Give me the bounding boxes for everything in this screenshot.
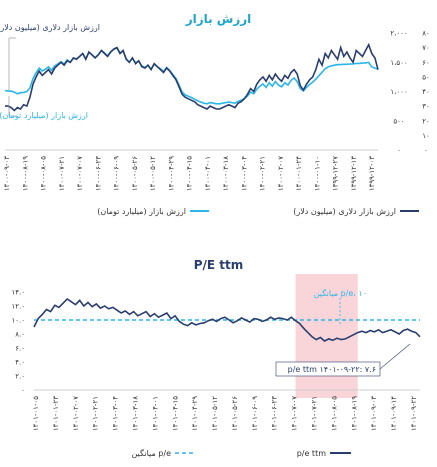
x-tick-label: ۱۴۰۱-۰۱-۰۵ (32, 396, 40, 431)
x-tick-label: ۱۴۰۱-۰۶-۲۳ (271, 396, 279, 431)
market-value-chart: ارزش بازار ۸۰ ۷۰ ۶۰ ۵۰ ۴۰ ۳۰ ۲۰ ۱۰ ۰ ۲،۰۰۰ ۱،۵۰۰ ۱،… (0, 12, 430, 216)
market-value-plot: ۸۰ ۷۰ ۶۰ ۵۰ ۴۰ ۳۰ ۲۰ ۱۰ ۰ ۲،۰۰۰ ۱،۵۰۰ ۱،۰۰۰ ۵۰۰ ۰ ۱۴۰۰… (0, 23, 430, 216)
x-tick-label: ۱۴۰۱-۰۸-۰۵ (330, 396, 338, 431)
x-tick-label: ۱۴۰۰-۰۵-۱۲ (149, 156, 157, 191)
x-tick-label: ۱۴۰۰-۰۱-۲۴ (295, 156, 303, 191)
y-tick-label: ۰ (21, 387, 25, 395)
series-line-toman (4, 46, 379, 105)
y-tick-label: ۱۴.۰ (11, 289, 25, 297)
x-tick-label: ۱۴۰۱-۰۲-۲۱ (92, 396, 100, 431)
x-tick-label: ۱۴۰۱-۰۳-۱۸ (131, 396, 139, 431)
x-tick-label: ۱۴۰۱-۰۹-۲۲ (410, 396, 418, 431)
annotation-dollar: ارزش بازار دلاری (میلیون دلار): ۳۶ (0, 23, 100, 32)
x-tick-label: ۱۴۰۱-۰۳-۰۴ (112, 396, 120, 431)
x-tick-label: ۱۴۰۰-۰۵-۲۶ (131, 156, 139, 191)
series-line-dollar (5, 42, 379, 112)
x-tick-label: ۱۴۰۰-۰۴-۰۱ (204, 156, 212, 191)
x-tick-label: ۱۴۰۰-۰۲-۰۷ (277, 156, 285, 191)
x-tick-label: ۱۴۰۱-۰۹-۰۳ (370, 396, 378, 431)
x-tick-label: ۱۴۰۰-۰۴-۱۵ (186, 156, 194, 191)
y-tick-label: ۲.۰ (15, 373, 25, 381)
x-tick-label: ۱۴۰۱-۰۸-۱۹ (350, 396, 358, 431)
x-tick-label: ۱۴۰۱-۰۹-۱۴ (390, 396, 398, 431)
x-tick-label: ۱۴۰۰-۰۹-۰۳ (3, 156, 11, 191)
y-tick-label: ۸.۰ (15, 331, 25, 339)
y-right-tick-label: ۰ (397, 147, 401, 155)
x-tick-label: ۱۴۰۱-۰۷-۲۱ (311, 396, 319, 431)
y-left-tick-label: ۸۰ (422, 30, 430, 38)
y-right-tick-label: ۵۰۰ (393, 117, 404, 125)
legend-label-pe: p/e ttm (297, 449, 327, 458)
y-left-tick-label: ۱۰ (422, 132, 430, 140)
y-left-tick-label: ۳۰ (422, 103, 430, 111)
x-tick-label: ۱۴۰۰-۰۳-۱۸ (222, 156, 230, 191)
x-tick-label: ۱۴۰۱-۰۶-۰۹ (251, 396, 259, 431)
legend-label-average: میانگین p/e (131, 448, 171, 458)
y-left-tick-label: ۷۰ (422, 44, 430, 52)
chart-title: ارزش بازار (185, 12, 252, 26)
annotation-last-pe: p/e ttm ۱۴۰۱-۰۹-۲۲: ۷.۶ (288, 365, 376, 374)
x-tick-label: ۱۴۰۱-۰۷-۰۷ (291, 396, 299, 431)
y-right-tick-label: ۱،۰۰۰ (390, 88, 407, 96)
y-tick-label: ۱۰.۰ (11, 317, 25, 325)
x-tick-label: ۱۴۰۰-۰۲-۲۱ (259, 156, 267, 191)
x-tick-label: ۱۴۰۱-۰۵-۱۲ (211, 396, 219, 431)
y-tick-label: ۱۲.۰ (11, 303, 25, 311)
legend-label-dollar: ارزش بازار دلاری (میلیون دلار) (293, 207, 396, 216)
x-tick-label: ۱۴۰۱-۰۱-۲۳ (52, 396, 60, 431)
y-left-tick-label: ۴۰ (422, 88, 430, 96)
y-left-tick-label: ۵۰ (422, 73, 430, 81)
y-left-tick-label: ۰ (424, 147, 428, 155)
x-tick-label: ۱۴۰۰-۰۷-۲۱ (58, 156, 66, 191)
y-tick-label: ۴.۰ (15, 359, 25, 367)
x-tick-label: ۱۴۰۰-۰۱-۱۰ (313, 156, 321, 191)
x-tick-label: ۱۴۰۱-۰۴-۰۱ (151, 396, 159, 431)
x-tick-label: ۱۴۰۱-۰۴-۱۵ (171, 396, 179, 431)
x-tick-label: ۱۴۰۱-۰۴-۲۹ (191, 396, 199, 431)
x-tick-label: ۱۳۹۹-۱۲-۰۳ (368, 156, 376, 191)
pe-ttm-line (33, 297, 421, 342)
y-left-tick-label: ۶۰ (422, 59, 430, 67)
legend-label-toman: ارزش بازار (میلیارد تومان) (97, 207, 186, 216)
annotation-average: میانگین p/e، ۱۰ (314, 288, 367, 298)
x-tick-label: ۱۴۰۰-۰۶-۰۹ (113, 156, 121, 191)
pe-ttm-chart: P/E ttm ۱۴.۰ ۱۲.۰ ۱۰.۰ ۸.۰ ۶.۰ ۴.۰ ۲.۰ ۰ ۱۴۰۱-۰۱… (0, 248, 437, 467)
x-tick-label: ۱۴۰۰-۰۳-۰۴ (240, 156, 248, 191)
annotation-toman: ارزش بازار (میلیارد تومان): ۱،۰۴۶ (0, 111, 88, 120)
y-right-tick-label: ۲،۰۰۰ (390, 30, 407, 38)
annotation-leader-last (379, 343, 411, 370)
x-tick-label: ۱۳۹۹-۱۲-۲۷ (332, 156, 340, 191)
x-tick-label: ۱۴۰۱-۰۵-۲۶ (231, 396, 239, 431)
y-left-tick-label: ۲۰ (422, 117, 430, 125)
chart-title: P/E ttm (193, 258, 244, 272)
pe-ttm-plot: ۱۴.۰ ۱۲.۰ ۱۰.۰ ۸.۰ ۶.۰ ۴.۰ ۲.۰ ۰ ۱۴۰۱-۰۱-۰۵ ۱۴۰۱-… (11, 274, 421, 458)
x-tick-label: ۱۴۰۰-۰۷-۰۷ (76, 156, 84, 191)
x-tick-label: ۱۳۹۹-۱۲-۱۳ (350, 156, 358, 191)
x-tick-label: ۱۴۰۰-۰۸-۱۹ (21, 156, 29, 191)
x-tick-label: ۱۴۰۰-۰۸-۰۵ (40, 156, 48, 191)
x-tick-label: ۱۴۰۰-۰۴-۲۹ (167, 156, 175, 191)
x-tick-label: ۱۴۰۰-۰۶-۲۳ (94, 156, 102, 191)
y-right-tick-label: ۱،۵۰۰ (390, 59, 407, 67)
highlight-band (295, 274, 358, 398)
y-tick-label: ۶.۰ (15, 345, 25, 353)
x-tick-label: ۱۴۰۱-۰۲-۰۷ (72, 396, 80, 431)
